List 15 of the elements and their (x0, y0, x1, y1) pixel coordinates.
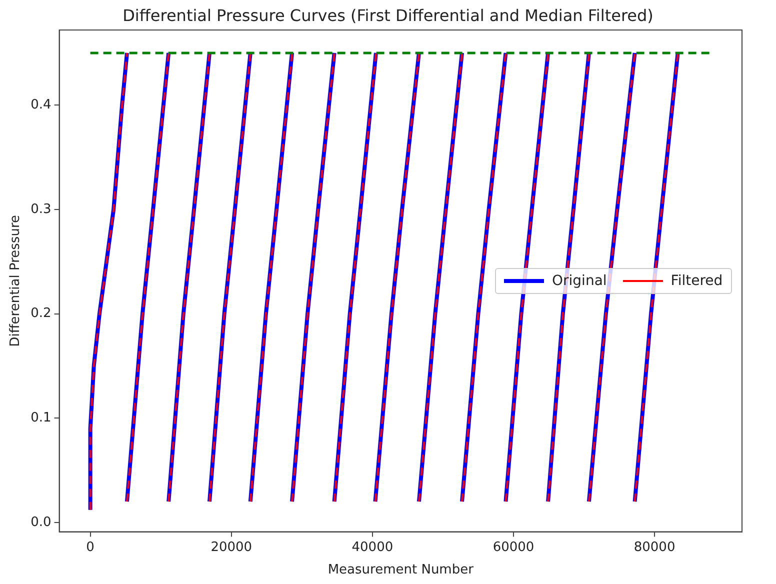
y-tick-label: 0.0 (30, 514, 52, 530)
x-tick-label: 40000 (352, 540, 394, 555)
y-axis-title: Differential Pressure (8, 214, 24, 347)
x-axis-title: Measurement Number (328, 562, 474, 578)
chart-title: Differential Pressure Curves (First Differential and Median Filtered) (122, 6, 654, 25)
x-tick-label: 20000 (210, 540, 252, 555)
y-tick-label: 0.4 (30, 97, 52, 112)
x-tick-label: 60000 (492, 540, 534, 555)
x-tick-label: 0 (86, 540, 94, 555)
y-tick-label: 0.3 (30, 202, 52, 217)
legend-label: Filtered (670, 272, 723, 289)
legend-label: Original (551, 272, 607, 289)
y-tick-label: 0.2 (30, 306, 52, 322)
y-tick-label: 0.1 (30, 410, 52, 426)
x-tick-label: 80000 (634, 540, 676, 555)
